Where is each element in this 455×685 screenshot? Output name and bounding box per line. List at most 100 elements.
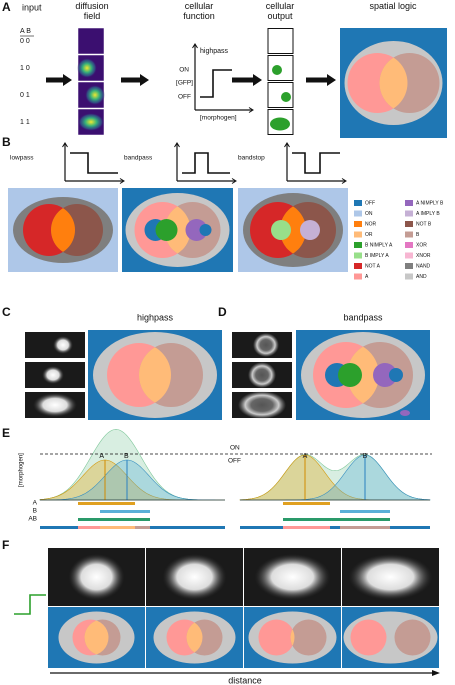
legend-label: A [365, 274, 369, 280]
legend-label: B NIMPLY A [365, 242, 393, 248]
region-ab [84, 619, 109, 656]
legend-swatch [405, 252, 413, 259]
legend-label: NAND [416, 263, 431, 269]
peak-label: A [303, 453, 308, 460]
label: ON [230, 445, 240, 452]
peak-label: A [99, 453, 104, 460]
region-ab [51, 204, 75, 256]
legend-swatch [354, 221, 362, 227]
axis-arrow [174, 142, 180, 148]
heading: diffusion field [75, 1, 109, 21]
legend-label: B [416, 232, 420, 238]
legend-swatch [354, 200, 362, 206]
legend-swatch [405, 231, 413, 238]
axis-title: distance [228, 675, 262, 685]
region-bar [340, 510, 390, 513]
function-name: highpass [200, 48, 229, 55]
legend-swatch [405, 273, 413, 280]
output-cells [281, 92, 291, 102]
legend-swatch [354, 263, 362, 269]
axis-arrow [341, 178, 347, 184]
region-inner [400, 410, 410, 416]
heading: cellular output [265, 1, 295, 21]
legend-label: B IMPLY A [365, 253, 389, 259]
legend-swatch [354, 210, 362, 217]
legend-swatch [405, 200, 413, 206]
output-cells [272, 65, 282, 75]
axis-arrow [248, 107, 254, 113]
legend-swatch [405, 242, 413, 248]
legend-label: A IMPLY B [416, 211, 440, 217]
truth-row: 0 1 [20, 92, 30, 99]
region-inner [338, 363, 362, 387]
micrograph-signal [53, 336, 73, 354]
region-bar [340, 526, 390, 529]
label: [morphogen] [200, 115, 237, 122]
legend-swatch [354, 252, 362, 259]
micrograph-signal [42, 366, 64, 384]
region-inner [155, 219, 178, 241]
diffusion-blob [78, 113, 104, 131]
legend-swatch [354, 273, 362, 280]
diffusion-square [77, 27, 105, 55]
micrograph-signal [68, 554, 125, 600]
region-ab [379, 53, 408, 113]
flow-arrow [232, 74, 262, 86]
region-bar [283, 502, 330, 505]
micrograph-signal [238, 391, 286, 419]
legend-label: XNOR [416, 253, 431, 259]
panel-title: highpass [137, 312, 174, 322]
panel-letter: B [2, 135, 11, 149]
region-a [258, 619, 295, 656]
truth-row: 0 0 [20, 38, 30, 45]
axis-arrow [62, 142, 68, 148]
label: OFF [178, 94, 191, 101]
axis-arrow [192, 43, 198, 49]
legend-label: XOR [416, 242, 427, 248]
axis-arrow [432, 670, 440, 676]
region-bar [78, 526, 100, 529]
legend-label: NOR [365, 221, 377, 227]
legend-swatch [354, 231, 362, 238]
input-step [14, 594, 46, 615]
micrograph-signal [253, 333, 279, 357]
panel-letter: F [2, 538, 9, 552]
heading-box: cellular function [183, 1, 215, 21]
region-inner [300, 220, 320, 240]
heading: spatial logic [369, 1, 417, 11]
region-ab [347, 342, 379, 408]
legend-label: NOT B [416, 221, 432, 227]
region-bar [100, 526, 135, 529]
panel-letter: E [2, 426, 10, 440]
truth-header: A B [20, 28, 31, 35]
region-ab [186, 619, 203, 656]
legend-swatch [405, 263, 413, 269]
panel-letter: C [2, 305, 11, 319]
region-inner [271, 220, 291, 240]
heading-box: spatial logic [369, 1, 417, 11]
region-bar [100, 510, 150, 513]
heading-box: cellular output [265, 1, 295, 21]
micrograph-signal [248, 362, 276, 388]
function-name: bandstop [238, 155, 265, 162]
peak-label: B [363, 453, 368, 460]
legend-label: OR [365, 232, 373, 238]
legend-label: NOT A [365, 263, 381, 269]
region-bar [283, 526, 330, 529]
diffusion-blob [77, 58, 97, 78]
region-inner [389, 368, 403, 382]
region-ab [139, 343, 171, 407]
micrograph-signal [254, 554, 331, 600]
step-curve [292, 152, 340, 174]
region-bar [240, 526, 430, 529]
axis-arrow [119, 178, 125, 184]
label: ON [179, 67, 189, 74]
heading: cellular function [183, 1, 215, 21]
axis-title: [morphogen] [19, 453, 25, 487]
region-a [350, 619, 387, 656]
output-cells [270, 117, 290, 131]
legend-swatch [354, 242, 362, 248]
panel-letter: D [218, 305, 227, 319]
panel-title: bandpass [343, 312, 383, 322]
